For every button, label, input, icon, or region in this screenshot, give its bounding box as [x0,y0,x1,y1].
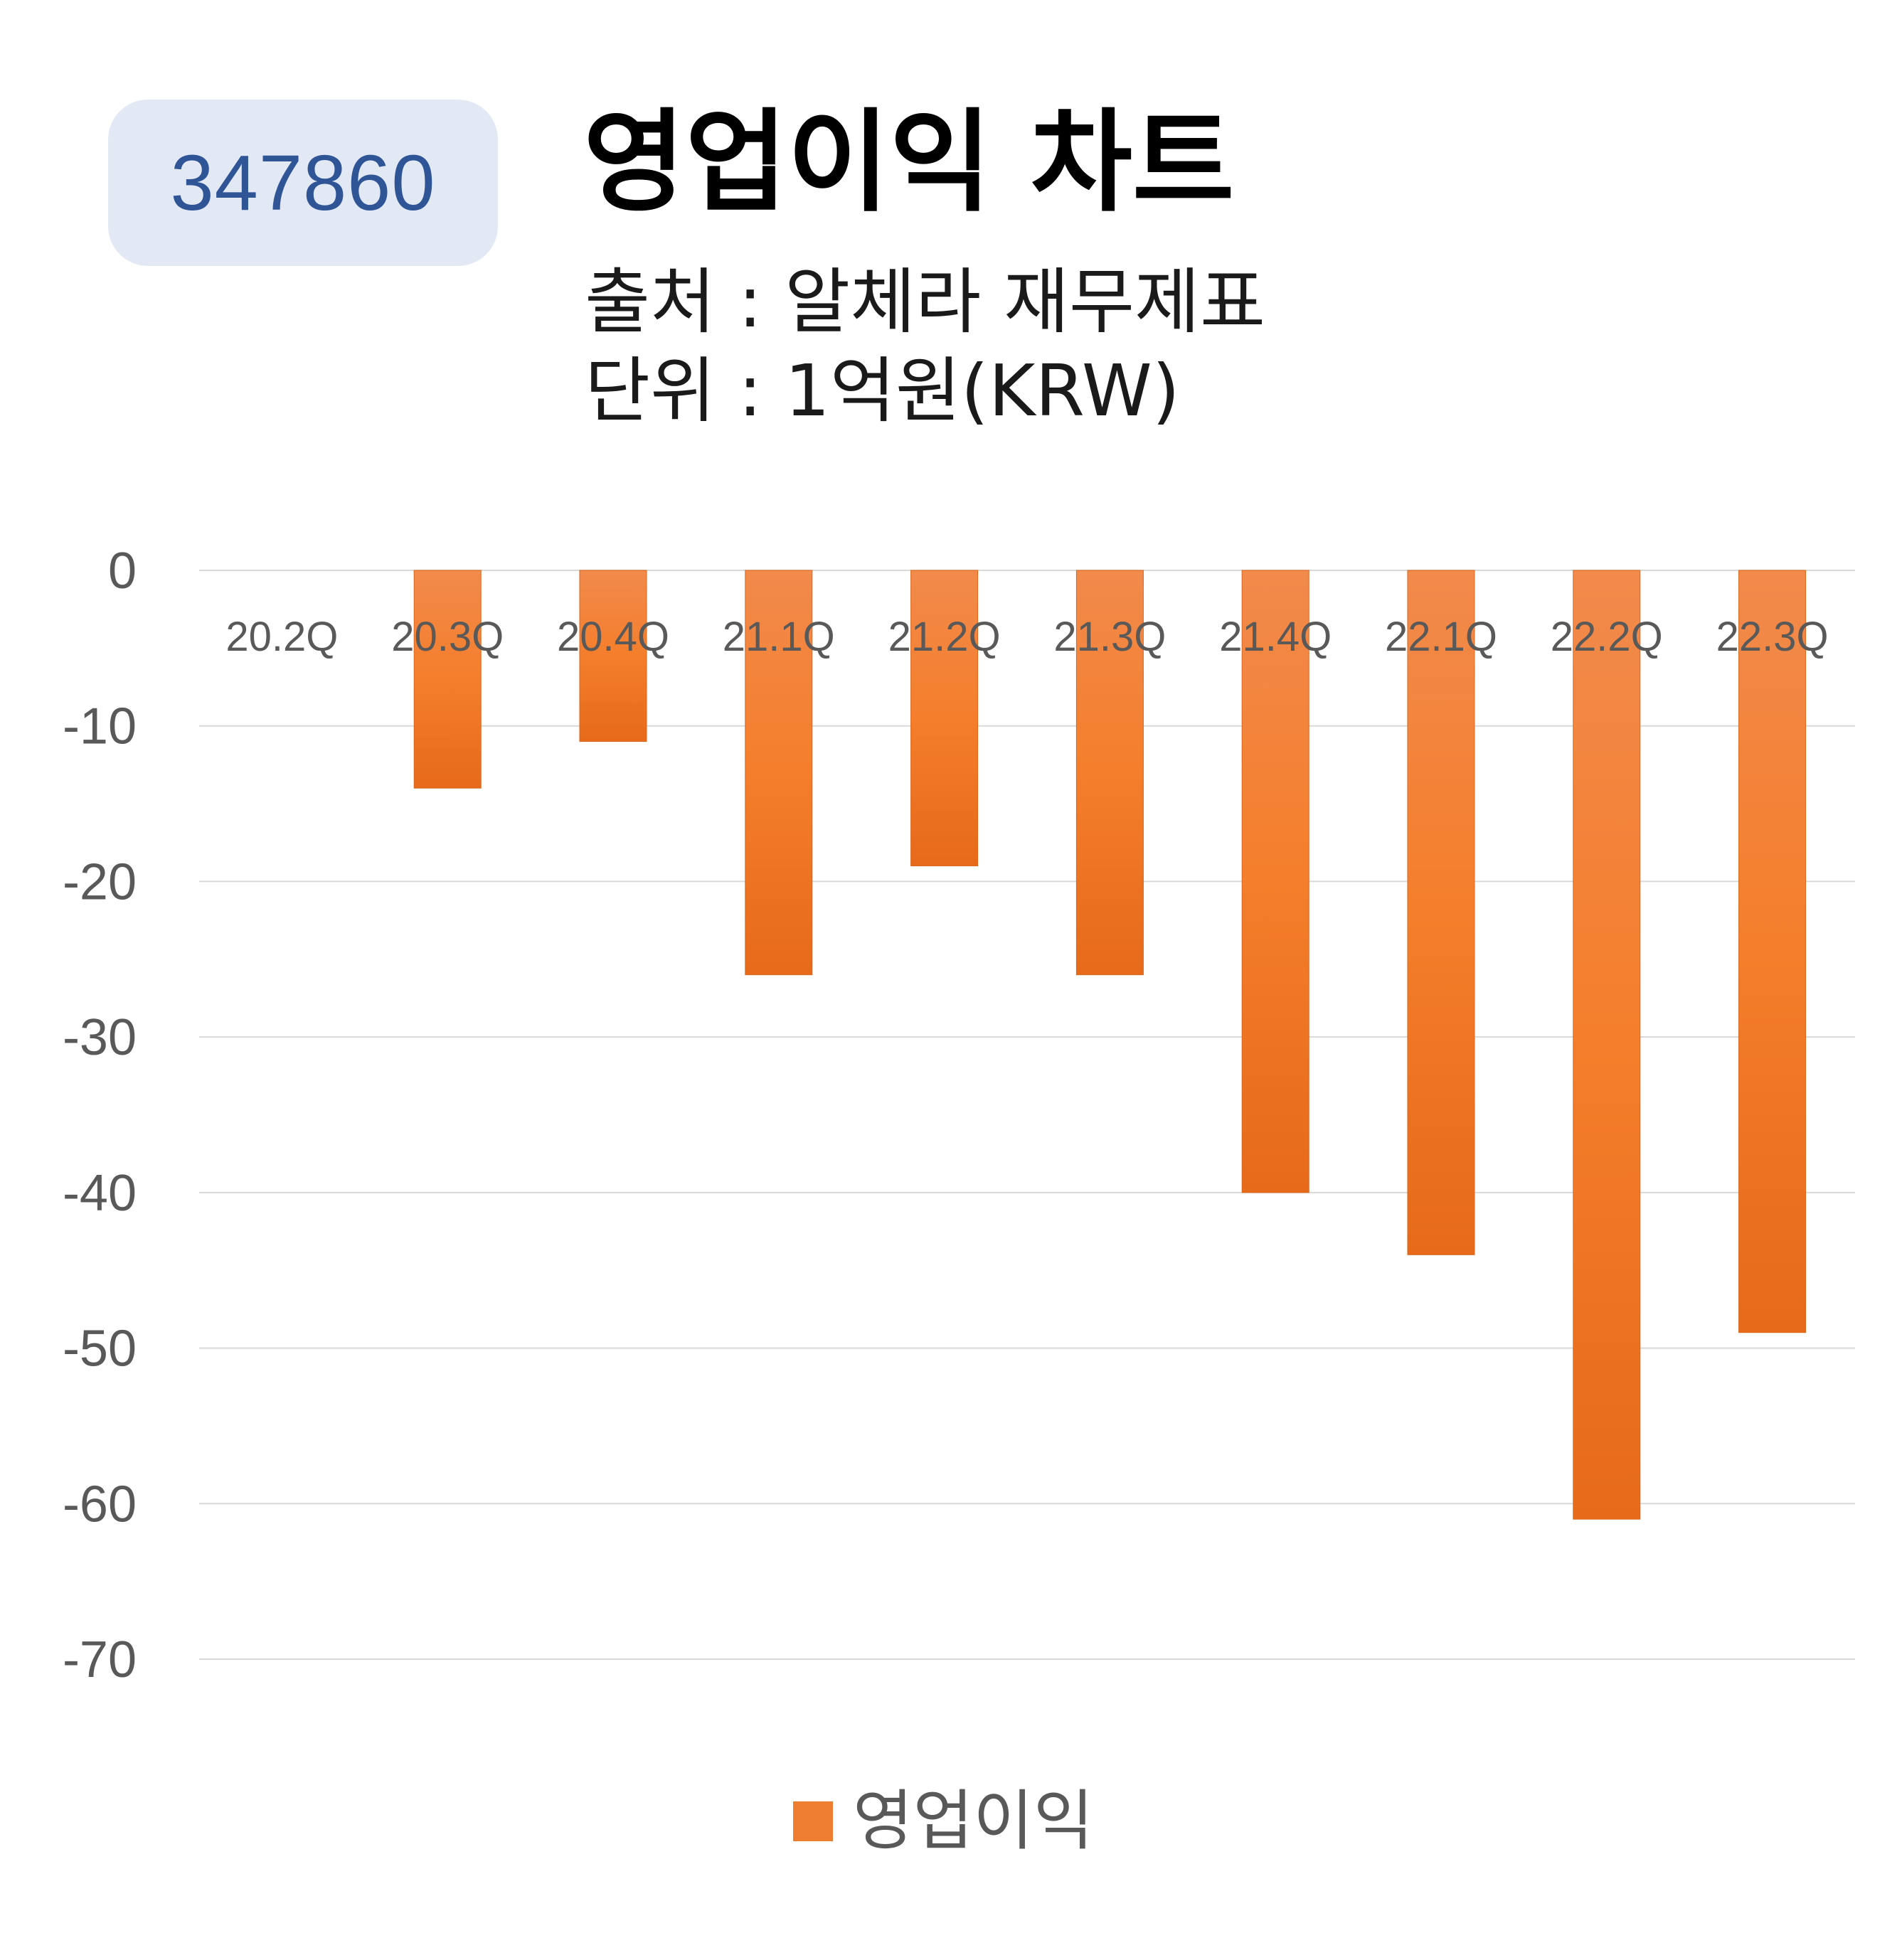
legend-swatch [793,1801,833,1841]
stock-code: 347860 [170,139,436,227]
x-tick-label: 20.2Q [225,614,338,660]
x-tick-label: 22.1Q [1385,614,1497,660]
y-tick-label: -40 [63,1165,137,1222]
y-tick-label: 0 [108,543,137,600]
y-tick-label: -20 [63,853,137,910]
legend: 영업이익 [793,1789,1094,1854]
y-tick-label: -10 [63,698,137,755]
x-tick-label: 21.2Q [888,614,1001,660]
x-tick-label: 21.1Q [723,614,835,660]
bar-20.4Q [579,570,647,742]
y-tick-label: -50 [63,1321,137,1378]
chart-title: 영업이익 차트 [583,97,1235,227]
x-tick-label: 21.3Q [1053,614,1166,660]
bar-21.2Q [910,570,979,867]
y-tick-label: -60 [63,1476,137,1533]
x-tick-label: 20.3Q [391,614,504,660]
x-tick-label: 21.4Q [1219,614,1332,660]
bar-21.4Q [1241,570,1309,1193]
y-tick-label: -70 [63,1631,137,1688]
unit-note: 단위 : 1억원(KRW) [585,349,1180,432]
bar-22.2Q [1573,570,1641,1520]
x-tick-label: 22.2Q [1551,614,1663,660]
bar-20.3Q [413,570,482,789]
y-tick-label: -30 [63,1009,137,1066]
legend-label: 영업이익 [853,1783,1094,1859]
source-note: 출처 : 알체라 재무제표 [585,260,1266,343]
stock-code-badge: 347860 [108,100,498,266]
bar-22.3Q [1738,570,1807,1333]
x-tick-label: 22.3Q [1716,614,1829,660]
bar-21.1Q [745,570,813,976]
bar-22.1Q [1407,570,1475,1255]
x-tick-label: 20.4Q [557,614,669,660]
bar-21.3Q [1075,570,1144,976]
